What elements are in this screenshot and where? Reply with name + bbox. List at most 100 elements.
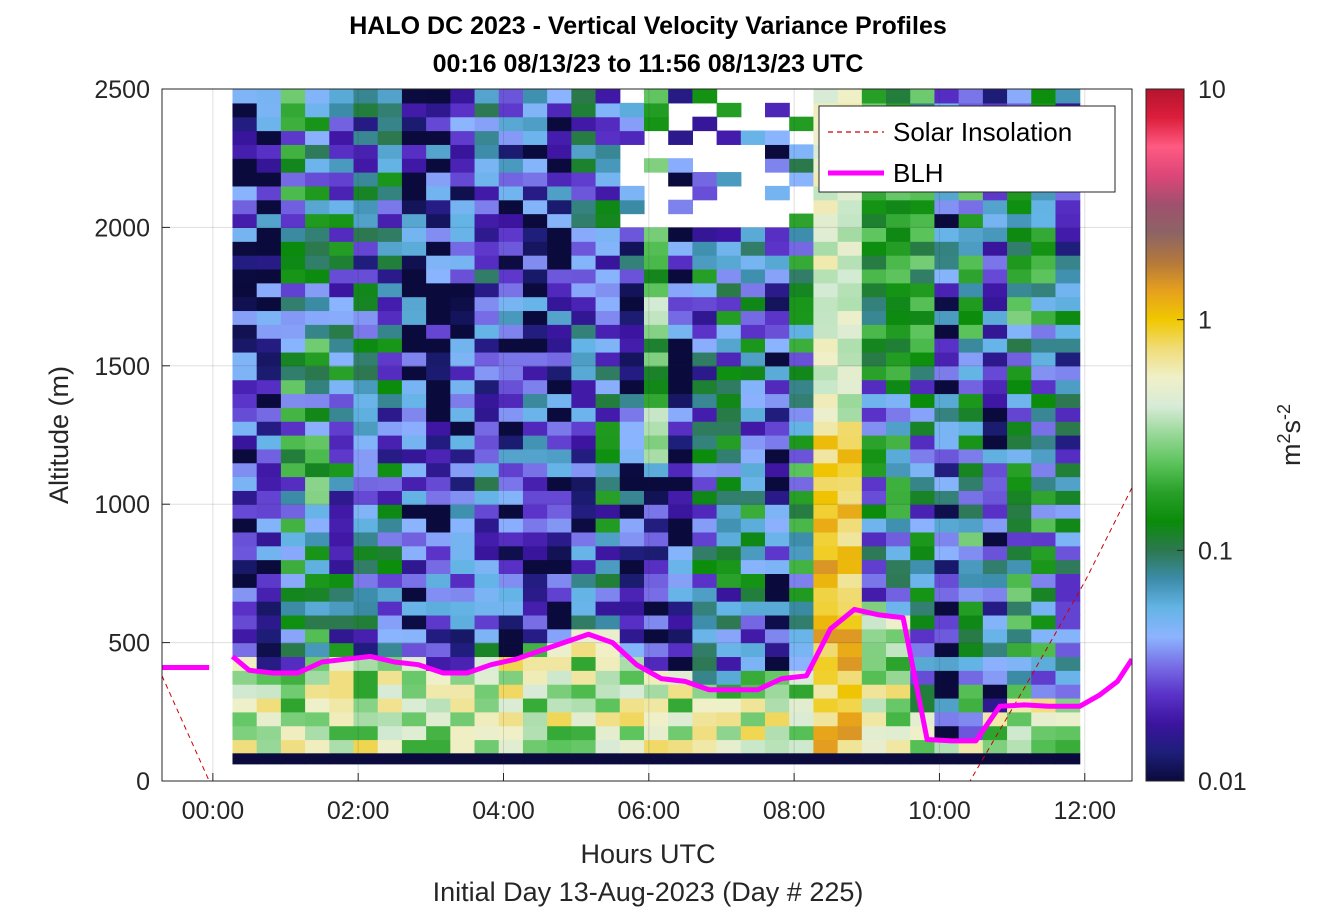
heatmap-cell — [498, 89, 524, 104]
heatmap-cell — [522, 435, 548, 450]
heatmap-cell — [813, 213, 839, 228]
heatmap-cell — [982, 351, 1008, 367]
heatmap-cell — [305, 587, 330, 602]
heatmap-cell — [765, 684, 790, 699]
heatmap-cell — [740, 351, 766, 367]
heatmap-cell — [740, 296, 766, 312]
heatmap-cell — [1031, 296, 1057, 312]
heatmap-cell — [595, 365, 621, 381]
heatmap-cell — [595, 116, 621, 132]
heatmap-cell — [619, 282, 645, 298]
heatmap-cell — [837, 753, 863, 765]
heatmap-cell — [305, 255, 330, 270]
heatmap-cell — [934, 365, 960, 381]
heatmap-cell — [426, 241, 451, 256]
heatmap-cell — [1055, 711, 1081, 727]
heatmap-cell — [692, 545, 718, 561]
heatmap-cell — [765, 753, 790, 765]
heatmap-cell — [982, 227, 1008, 242]
heatmap-cell — [401, 213, 427, 228]
heatmap-cell — [982, 531, 1008, 547]
heatmap-cell — [401, 739, 427, 754]
heatmap-cell — [910, 282, 936, 298]
heatmap-cell — [982, 365, 1008, 381]
heatmap-cell — [861, 739, 887, 754]
heatmap-cell — [765, 642, 790, 658]
heatmap-cell — [982, 559, 1008, 574]
heatmap-cell — [982, 282, 1008, 298]
heatmap-cell — [789, 628, 815, 644]
heatmap-cell — [692, 421, 718, 436]
heatmap-cell — [692, 324, 718, 339]
heatmap-cell — [377, 213, 403, 228]
heatmap-cell — [329, 268, 355, 284]
heatmap-cell — [329, 393, 355, 408]
heatmap-cell — [401, 670, 427, 685]
heatmap-cell — [353, 573, 379, 588]
heatmap-cell — [643, 89, 669, 104]
heatmap-cell — [1007, 435, 1032, 450]
heatmap-cell — [668, 448, 693, 464]
heatmap-cell — [353, 102, 379, 118]
heatmap-cell — [547, 545, 572, 561]
heatmap-cell — [353, 310, 379, 325]
heatmap-cell — [837, 504, 863, 519]
heatmap-cell — [740, 628, 766, 644]
heatmap-cell — [547, 421, 572, 436]
heatmap-cell — [401, 158, 427, 173]
heatmap-cell — [886, 601, 911, 616]
heatmap-cell — [789, 656, 815, 671]
heatmap-cell — [813, 407, 839, 422]
heatmap-cell — [474, 587, 500, 602]
heatmap-cell — [377, 199, 403, 215]
heatmap-cell — [401, 531, 427, 547]
heatmap-cell — [426, 351, 451, 367]
heatmap-cell — [886, 310, 911, 325]
heatmap-cell — [305, 172, 330, 187]
heatmap-cell — [619, 199, 645, 215]
heatmap-cell — [861, 531, 887, 547]
heatmap-cell — [619, 407, 645, 422]
heatmap-cell — [813, 421, 839, 436]
heatmap-cell — [571, 213, 597, 228]
heatmap-cell — [522, 338, 548, 353]
heatmap-cell — [450, 213, 476, 228]
heatmap-cell — [910, 490, 936, 505]
heatmap-cell — [426, 185, 451, 201]
heatmap-cell — [498, 185, 524, 201]
heatmap-cell — [547, 213, 572, 228]
heatmap-cell — [1031, 642, 1057, 658]
heatmap-cell — [813, 518, 839, 533]
heatmap-cell — [740, 282, 766, 298]
heatmap-cell — [522, 351, 548, 367]
heatmap-cell — [837, 199, 863, 215]
heatmap-cell — [910, 601, 936, 616]
heatmap-cell — [426, 684, 451, 699]
heatmap-cell — [450, 365, 476, 381]
heatmap-cell — [716, 324, 742, 339]
heatmap-cell — [595, 255, 621, 270]
heatmap-cell — [740, 435, 766, 450]
heatmap-cell — [571, 711, 597, 727]
heatmap-cell — [1055, 282, 1081, 298]
heatmap-cell — [522, 144, 548, 159]
heatmap-cell — [861, 89, 887, 104]
heatmap-cell — [886, 421, 911, 436]
heatmap-cell — [426, 421, 451, 436]
heatmap-cell — [1055, 296, 1081, 312]
heatmap-cell — [232, 130, 258, 145]
heatmap-cell — [256, 421, 282, 436]
heatmap-cell — [789, 255, 815, 270]
heatmap-cell — [813, 227, 839, 242]
heatmap-cell — [498, 324, 524, 339]
heatmap-cell — [716, 227, 742, 242]
heatmap-cell — [716, 338, 742, 353]
heatmap-cell — [571, 185, 597, 201]
heatmap-cell — [668, 656, 693, 671]
heatmap-cell — [643, 116, 669, 132]
heatmap-cell — [353, 172, 379, 187]
heatmap-cell — [353, 545, 379, 561]
heatmap-cell — [765, 559, 790, 574]
heatmap-cell — [498, 739, 524, 754]
plot-frame — [161, 88, 1133, 782]
